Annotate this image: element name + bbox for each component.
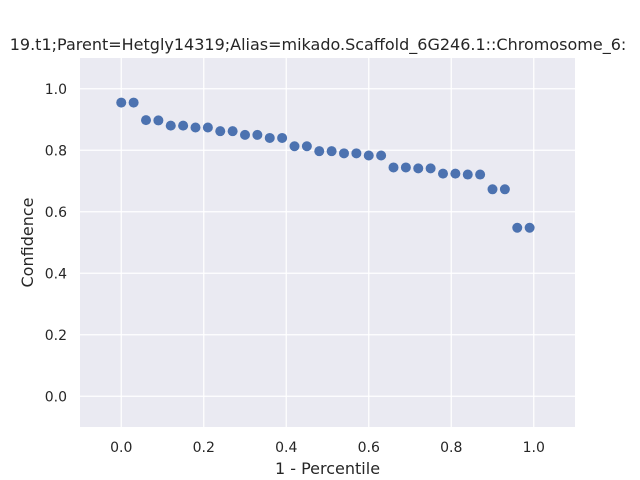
data-point <box>301 141 312 152</box>
y-tick-label: 0.6 <box>45 205 67 221</box>
data-point <box>487 184 498 195</box>
data-point <box>116 97 127 108</box>
data-point <box>314 146 325 157</box>
data-point <box>400 162 411 173</box>
plot-area <box>80 58 575 427</box>
data-point <box>388 162 399 173</box>
y-tick-label: 0.4 <box>45 266 67 282</box>
data-point <box>165 120 176 131</box>
data-point <box>339 148 349 159</box>
x-tick-label: 1.0 <box>523 440 545 456</box>
data-point <box>252 129 263 140</box>
data-point <box>240 129 250 140</box>
data-point <box>264 132 275 143</box>
chart-title: 19.t1;Parent=Hetgly14319;Alias=mikado.Sc… <box>10 35 627 55</box>
data-point <box>178 120 189 131</box>
data-point <box>425 163 436 174</box>
x-tick-label: 0.6 <box>358 440 380 456</box>
x-tick-label: 0.2 <box>193 440 215 456</box>
data-point <box>462 169 473 180</box>
y-tick-label: 0.8 <box>45 143 67 159</box>
x-tick-label: 0.0 <box>110 440 132 456</box>
x-tick-label: 0.4 <box>275 440 297 456</box>
y-tick-label: 0.2 <box>45 328 67 344</box>
data-point <box>363 150 374 161</box>
data-point <box>190 122 201 133</box>
data-point <box>141 115 151 126</box>
data-point <box>512 222 523 233</box>
x-axis-label: 1 - Percentile <box>275 459 380 478</box>
data-point <box>351 148 362 159</box>
data-point <box>215 126 226 137</box>
data-points <box>116 97 535 233</box>
data-point <box>524 222 535 233</box>
x-tick-label: 0.8 <box>440 440 462 456</box>
data-point <box>475 169 486 180</box>
data-point <box>438 168 448 179</box>
data-point <box>227 126 238 137</box>
data-point <box>413 163 424 174</box>
data-point <box>277 132 288 143</box>
data-point <box>326 146 337 157</box>
y-tick-label: 0.0 <box>45 389 67 405</box>
data-point <box>289 141 300 152</box>
data-point <box>128 97 139 108</box>
data-point <box>376 150 387 161</box>
y-tick-label: 1.0 <box>45 82 67 98</box>
data-point <box>499 184 510 195</box>
data-point <box>450 168 461 179</box>
data-point <box>202 122 213 133</box>
data-point <box>153 115 164 126</box>
tick-labels: 0.0 0.2 0.4 0.6 0.8 1.0 0.0 0.2 0.4 0.6 0.8 1.0 <box>45 82 545 456</box>
y-axis-label: Confidence <box>18 198 37 288</box>
